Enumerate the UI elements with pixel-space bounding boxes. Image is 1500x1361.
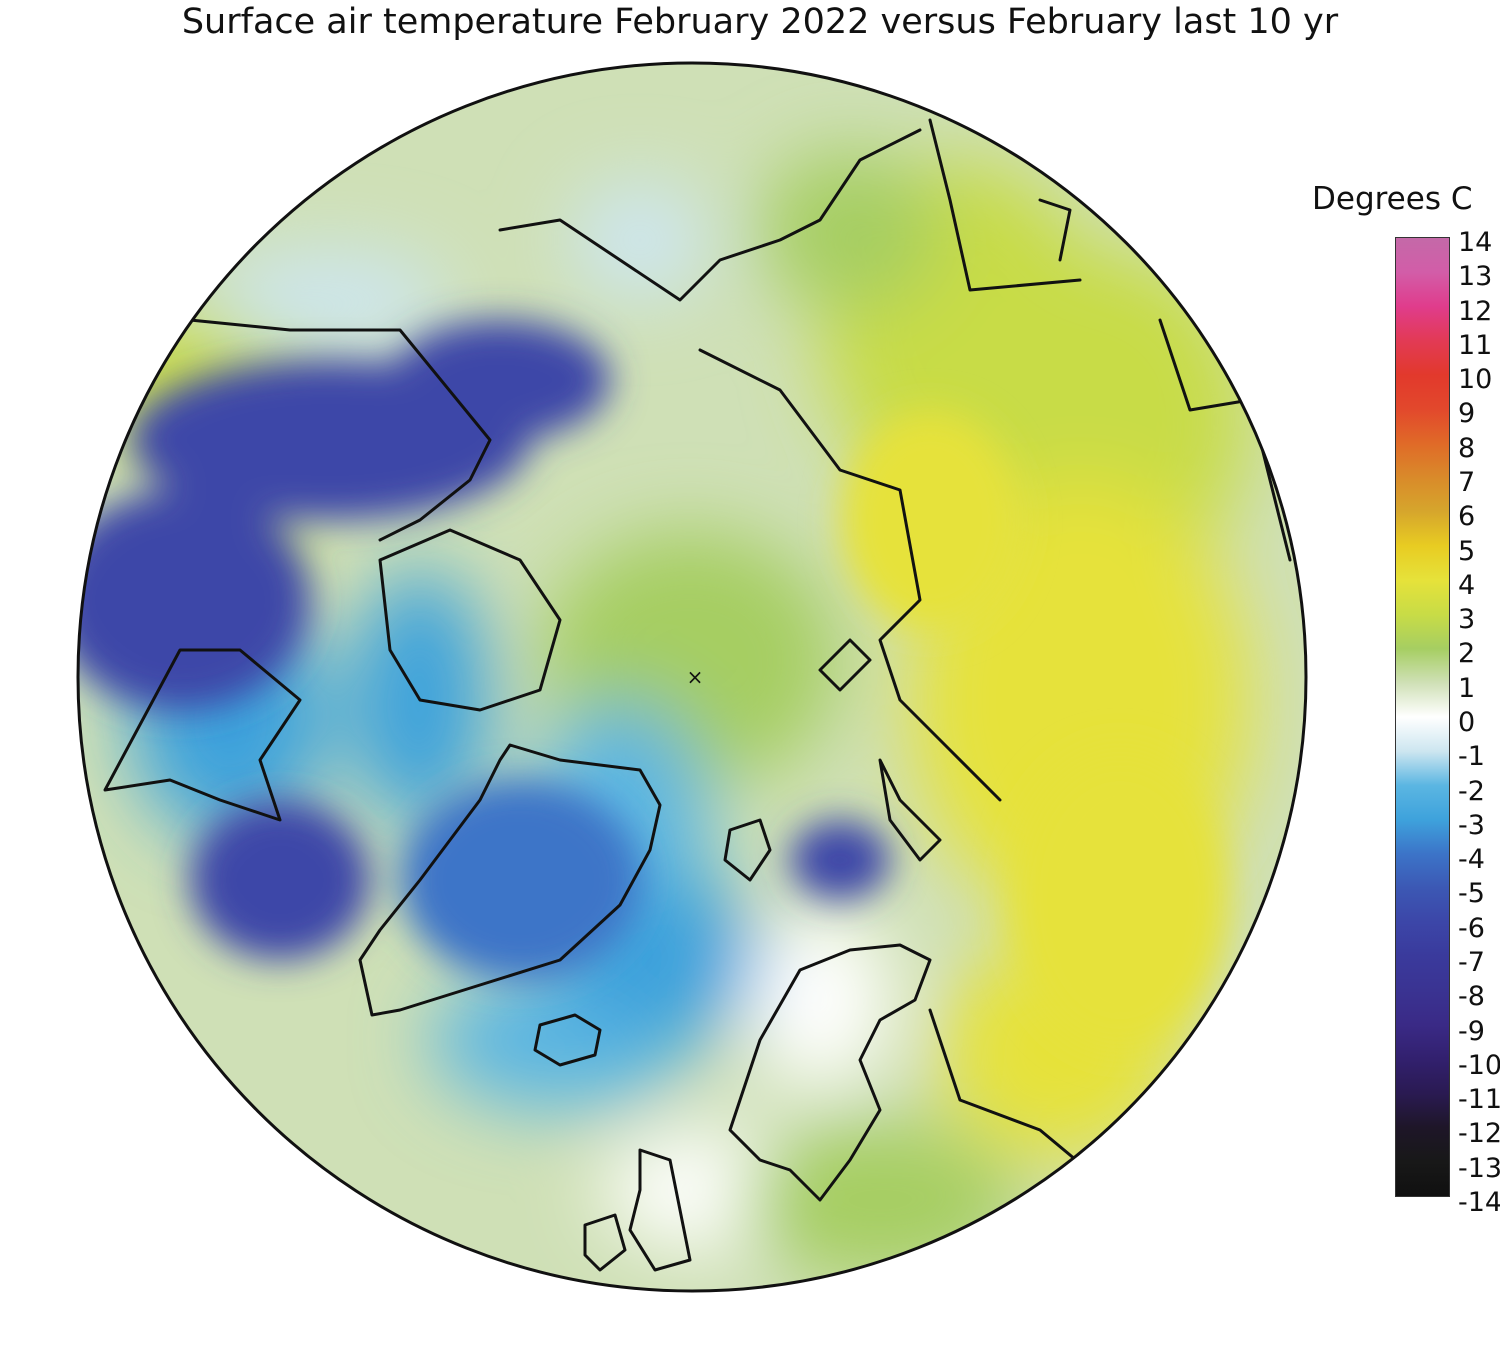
legend-tick: -12 xyxy=(1458,1118,1500,1150)
legend-tick: -5 xyxy=(1458,878,1485,910)
region-chukotka xyxy=(760,150,940,310)
legend-tick: 1 xyxy=(1458,672,1476,704)
legend-tick: -2 xyxy=(1458,775,1485,807)
iceland-coast xyxy=(533,1013,602,1067)
legend-tick: -13 xyxy=(1458,1152,1500,1184)
greenland-coast xyxy=(358,743,662,1017)
legend-tick: 11 xyxy=(1458,329,1493,361)
legend-tick: -11 xyxy=(1458,1084,1500,1116)
legend-tick: -3 xyxy=(1458,809,1485,841)
region-bering-strait xyxy=(570,180,710,300)
region-barents-sea xyxy=(790,820,890,900)
region-scandinavia xyxy=(750,910,890,1090)
region-siberia-west xyxy=(840,410,1020,630)
canada-islands xyxy=(378,528,562,712)
novaya-zemlya xyxy=(878,758,942,862)
svalbard-coast xyxy=(723,818,772,882)
legend-tick: -6 xyxy=(1458,912,1485,944)
taymyr-island xyxy=(818,638,872,692)
map-title: Surface air temperature February 2022 ve… xyxy=(181,2,1339,42)
britain-coast xyxy=(628,1148,692,1272)
legend-tick: 14 xyxy=(1458,227,1493,258)
okhotsk-coast xyxy=(1038,198,1072,262)
region-canada-northwest xyxy=(190,800,370,960)
legend-color-bar xyxy=(1395,237,1450,1197)
legend-tick: 6 xyxy=(1458,501,1476,533)
east-siberia-border xyxy=(1158,318,1292,562)
alaska-coast xyxy=(188,318,492,542)
legend-tick: 12 xyxy=(1458,295,1493,327)
legend-tick: 3 xyxy=(1458,604,1476,636)
legend-tick: 7 xyxy=(1458,467,1476,498)
legend-tick: 8 xyxy=(1458,432,1476,464)
legend-tick: 4 xyxy=(1458,569,1476,601)
legend-tick: 5 xyxy=(1458,535,1476,567)
legend-title: Degrees C xyxy=(1312,181,1473,217)
kamchatka-coast xyxy=(928,118,1082,292)
map-boundary-circle xyxy=(76,61,1308,1293)
region-bering-strait xyxy=(210,250,450,350)
legend-tick: 13 xyxy=(1458,261,1493,293)
legend-tick: -7 xyxy=(1458,947,1485,978)
legend-tick: -9 xyxy=(1458,1015,1485,1047)
chukotka-coast xyxy=(498,128,922,302)
legend-tick: -14 xyxy=(1458,1187,1500,1218)
pole-marker: × xyxy=(687,665,704,689)
region-greenland xyxy=(400,780,640,980)
europe-borders xyxy=(928,1008,1102,1182)
legend-tick: -1 xyxy=(1458,741,1485,773)
ireland-coast xyxy=(583,1213,627,1272)
legend-tick: -4 xyxy=(1458,844,1485,876)
siberia-coast xyxy=(698,348,1002,802)
hudson-bay-coast xyxy=(103,648,302,822)
legend-tick: 9 xyxy=(1458,398,1476,430)
scandinavia-coast xyxy=(728,943,932,1202)
legend-tick: 0 xyxy=(1458,707,1476,738)
region-alaska-yukon xyxy=(390,320,610,440)
legend-tick: 2 xyxy=(1458,638,1476,670)
legend-tick: -10 xyxy=(1458,1049,1500,1081)
region-siberia-west xyxy=(1010,750,1230,1050)
legend-tick-labels: 14 13 12 11 10 9 8 7 6 5 4 3 2 1 0 -1 -2 -3 -4 -5 -6 -7 -8 -9 -1… xyxy=(1458,228,1500,1218)
legend-tick: -8 xyxy=(1458,981,1485,1013)
region-central-europe xyxy=(740,1120,1020,1280)
legend-tick: 10 xyxy=(1458,364,1493,396)
